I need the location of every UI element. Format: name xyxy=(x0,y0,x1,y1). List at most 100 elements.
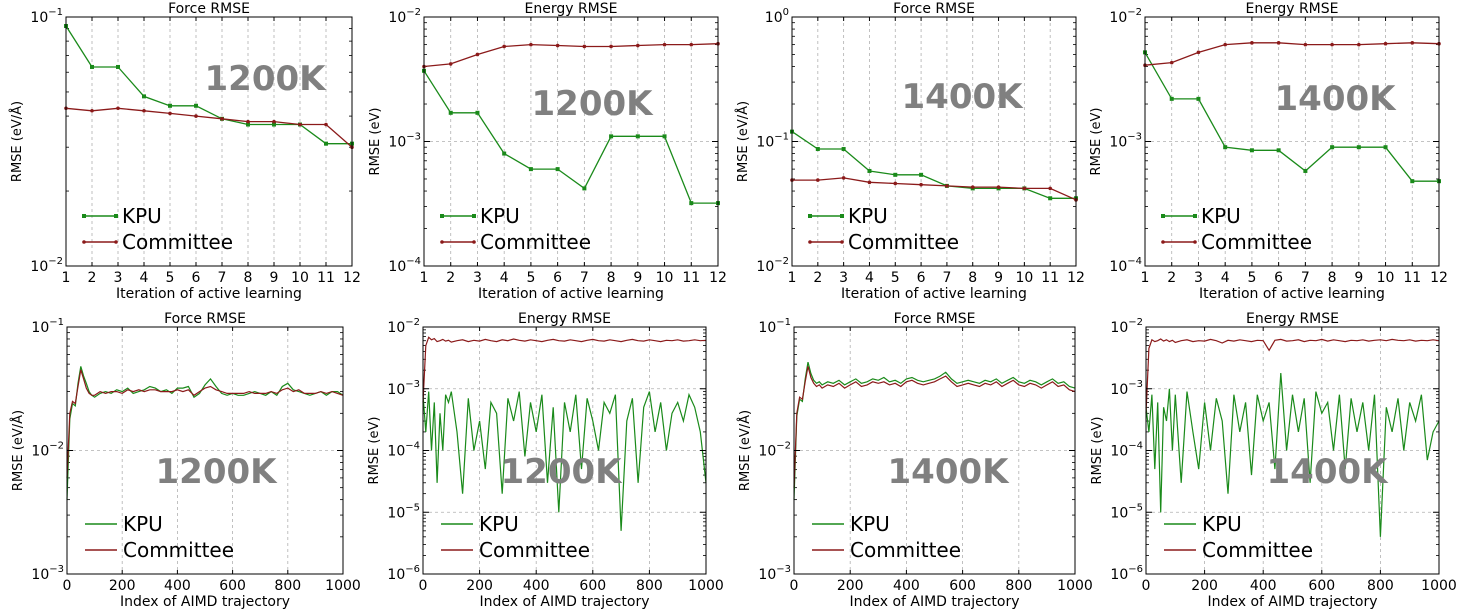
data-point-kpu xyxy=(919,172,924,177)
data-point-kpu xyxy=(90,64,94,69)
legend-label-committee: Committee xyxy=(1202,538,1313,562)
data-point-kpu xyxy=(555,167,560,172)
data-point-committee xyxy=(502,44,506,49)
x-tick-label: 200 xyxy=(837,578,864,594)
data-point-kpu xyxy=(324,141,328,146)
data-point-committee xyxy=(194,114,198,118)
data-point-committee xyxy=(246,119,250,124)
data-point-committee xyxy=(1022,186,1027,191)
data-point-committee xyxy=(168,111,172,116)
data-point-committee xyxy=(1250,41,1254,45)
x-tick-label: 0 xyxy=(419,578,428,594)
series-line-committee xyxy=(1145,338,1440,414)
data-point-committee xyxy=(893,181,898,186)
temperature-annotation: 1200K xyxy=(532,84,655,124)
data-point-kpu xyxy=(867,168,872,173)
x-tick-label: 4 xyxy=(140,270,149,286)
y-tick-label: 10−1 xyxy=(756,132,789,151)
legend-label-committee: Committee xyxy=(480,230,591,254)
temperature-annotation: 1400K xyxy=(1275,79,1398,119)
x-tick-label: 10 xyxy=(1015,270,1033,286)
x-axis-label: Iteration of active learning xyxy=(1199,286,1385,302)
data-point-committee xyxy=(448,62,453,66)
x-tick-label: 400 xyxy=(1250,578,1277,594)
data-point-kpu xyxy=(1356,145,1361,150)
x-tick-label: 1 xyxy=(420,270,429,286)
legend-label-kpu: KPU xyxy=(1201,204,1241,228)
x-tick-label: 1000 xyxy=(1057,578,1093,594)
x-tick-label: 2 xyxy=(1167,270,1176,286)
x-tick-label: 0 xyxy=(1142,578,1151,594)
y-tick-label: 10−2 xyxy=(30,256,63,275)
x-tick-label: 10 xyxy=(656,270,674,286)
series-line-kpu xyxy=(1144,52,1439,182)
y-tick-label: 10−3 xyxy=(387,379,420,398)
x-tick-label: 6 xyxy=(553,270,562,286)
x-tick-label: 2 xyxy=(813,270,822,286)
legend-label-kpu: KPU xyxy=(1202,512,1242,536)
legend-marker xyxy=(1193,214,1197,218)
x-tick-label: 3 xyxy=(1194,270,1203,286)
x-tick-label: 200 xyxy=(466,578,493,594)
legend-label-committee: Committee xyxy=(122,230,233,254)
chart-panel-6: 0 200 400 600 800 1000 10−2 10−3 10−4 10−5 10−6 Ene… xyxy=(367,311,724,610)
series-line-kpu xyxy=(793,361,1076,500)
y-axis-label: RMSE (eV/Å) xyxy=(735,101,751,182)
legend-label-committee: Committee xyxy=(848,230,959,254)
data-point-kpu xyxy=(528,167,533,172)
data-point-committee xyxy=(816,178,820,182)
chart-title: Force RMSE xyxy=(168,1,250,17)
legend-label-kpu: KPU xyxy=(848,204,888,228)
x-tick-label: 8 xyxy=(968,270,977,286)
y-tick-label: 10−4 xyxy=(388,256,421,275)
data-point-kpu xyxy=(448,110,453,115)
x-tick-label: 8 xyxy=(607,270,616,286)
x-tick-label: 200 xyxy=(1191,578,1218,594)
x-tick-label: 1 xyxy=(62,270,71,286)
x-tick-label: 600 xyxy=(949,578,976,594)
legend-label-committee: Committee xyxy=(123,538,234,562)
x-tick-label: 3 xyxy=(114,270,123,286)
data-point-committee xyxy=(582,44,587,49)
data-point-committee xyxy=(1276,41,1281,45)
data-point-committee xyxy=(1196,50,1201,55)
data-point-kpu xyxy=(1223,145,1228,150)
x-tick-label: 2 xyxy=(88,270,97,286)
x-tick-label: 9 xyxy=(1354,270,1363,286)
x-tick-label: 0 xyxy=(63,578,72,594)
x-axis-label: Iteration of active learning xyxy=(116,286,302,302)
series-line-committee xyxy=(793,366,1076,488)
data-point-committee xyxy=(272,119,276,124)
y-tick-label: 10−2 xyxy=(31,441,64,460)
x-tick-label: 3 xyxy=(473,270,482,286)
temperature-annotation: 1400K xyxy=(888,452,1011,492)
legend-label-committee: Committee xyxy=(850,538,961,562)
x-tick-label: 5 xyxy=(1247,270,1256,286)
data-point-committee xyxy=(945,184,949,188)
temperature-annotation: 1200K xyxy=(205,59,328,99)
data-point-kpu xyxy=(142,94,146,99)
x-tick-label: 11 xyxy=(1041,270,1059,286)
x-tick-label: 5 xyxy=(166,270,175,286)
x-tick-label: 800 xyxy=(1367,578,1394,594)
legend-label-kpu: KPU xyxy=(480,204,520,228)
x-tick-label: 7 xyxy=(218,270,227,286)
x-tick-label: 7 xyxy=(580,270,589,286)
data-point-kpu xyxy=(272,122,276,127)
data-point-committee xyxy=(298,122,302,127)
y-tick-label: 10−6 xyxy=(1110,564,1143,583)
data-point-committee xyxy=(1048,186,1052,191)
x-tick-label: 6 xyxy=(192,270,201,286)
x-tick-label: 4 xyxy=(500,270,509,286)
series-line-committee xyxy=(65,107,353,148)
data-point-kpu xyxy=(168,103,172,108)
y-tick-label: 10−1 xyxy=(30,7,63,26)
x-axis-label: Iteration of active learning xyxy=(478,286,664,302)
legend-label-committee: Committee xyxy=(479,538,590,562)
x-tick-label: 800 xyxy=(636,578,663,594)
data-point-kpu xyxy=(194,103,198,108)
legend-marker xyxy=(808,214,812,218)
x-tick-label: 1000 xyxy=(325,578,361,594)
